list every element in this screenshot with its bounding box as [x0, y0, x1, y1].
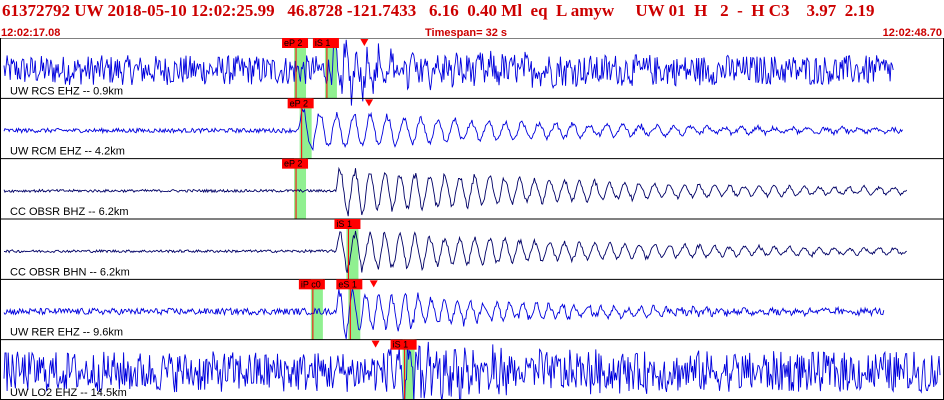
- pick-flag[interactable]: [282, 158, 309, 169]
- seismogram-panel[interactable]: eP 2 iS 1 UW RCS EHZ -- 0.9km eP 2 UW RCM EH…: [0, 38, 944, 400]
- pick-label: iS 1: [393, 340, 409, 350]
- trace-label: CC OBSR BHN -- 6.2km: [10, 266, 130, 278]
- arrival-marker: [371, 340, 380, 348]
- pick-label: iS 1: [336, 219, 352, 229]
- waveform-trace: [3, 288, 885, 339]
- trace-label: UW LO2 EHZ -- 14.5km: [10, 387, 127, 399]
- pick-flag[interactable]: [282, 38, 309, 48]
- waveform-trace: [3, 340, 941, 400]
- event-header: 61372792 UW 2018-05-10 12:02:25.99 46.87…: [0, 0, 944, 40]
- trace-label: UW RCM EHZ -- 4.2km: [10, 146, 125, 158]
- pick-window: [294, 158, 307, 219]
- start-time: 12:02:17.08: [1, 27, 61, 39]
- event-info-line: 61372792 UW 2018-05-10 12:02:25.99 46.87…: [2, 1, 875, 20]
- waveform-trace: [3, 166, 908, 217]
- pick-flag[interactable]: [287, 98, 314, 109]
- arrival-marker: [369, 280, 378, 288]
- end-time: 12:02:48.70: [882, 27, 942, 39]
- pick-label: iS 1: [315, 38, 331, 48]
- pick-flag[interactable]: [334, 219, 361, 229]
- trace-label: CC OBSR BHZ -- 6.2km: [10, 206, 129, 218]
- waveform-trace: [3, 108, 903, 152]
- trace-label: UW RCS EHZ -- 0.9km: [10, 85, 123, 97]
- pick-window: [324, 38, 337, 99]
- arrival-marker: [360, 39, 369, 46]
- pick-window: [310, 279, 323, 340]
- waveform-trace: [3, 38, 894, 106]
- pick-flag[interactable]: [298, 279, 325, 290]
- pick-label: eS 1: [338, 279, 357, 289]
- pick-flag[interactable]: [336, 279, 363, 290]
- pick-window: [294, 38, 307, 99]
- pick-label: eP 2: [284, 38, 302, 48]
- timespan-label: Timespan= 32 s: [425, 27, 508, 39]
- arrival-marker: [365, 99, 374, 107]
- pick-window: [299, 98, 312, 159]
- pick-label: eP 2: [290, 98, 308, 108]
- pick-flag[interactable]: [390, 339, 417, 350]
- pick-flag[interactable]: [312, 38, 339, 48]
- trace-label: UW RER EHZ -- 9.6km: [10, 327, 123, 339]
- waveform-trace: [3, 230, 907, 273]
- pick-label: eP 2: [284, 159, 302, 169]
- pick-label: iP c0: [301, 279, 321, 289]
